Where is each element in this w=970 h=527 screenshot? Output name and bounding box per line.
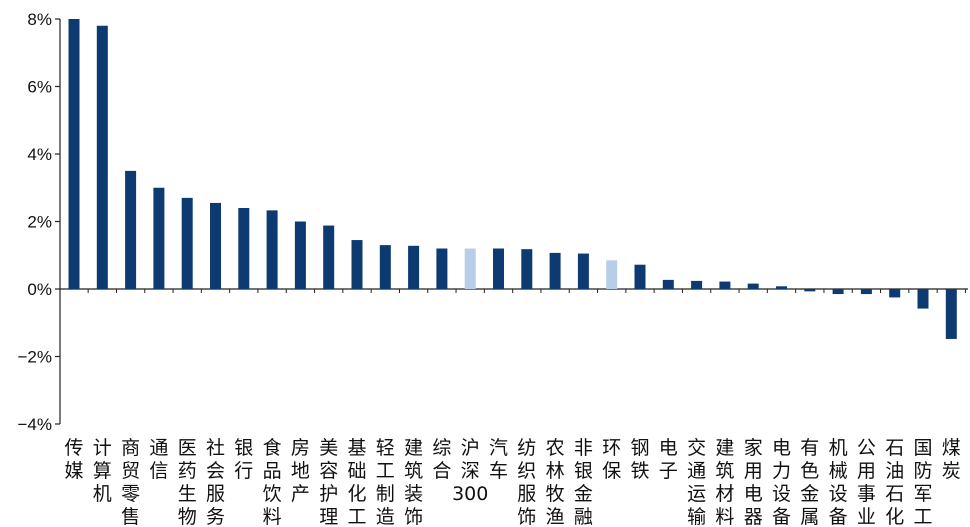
category-label: 社会服务 (206, 437, 225, 527)
bar (238, 208, 250, 289)
bar (153, 187, 165, 289)
category-label: 有色金属 (800, 437, 819, 527)
category-label: 国防军工 (913, 437, 932, 527)
bar (662, 279, 674, 289)
category-label: 轻工制造 (376, 437, 395, 527)
bar (719, 281, 731, 289)
category-label: 沪深 300 (452, 437, 488, 505)
category-label: 家用电器 (744, 437, 763, 527)
y-tick-label: 6% (27, 78, 52, 97)
bar (606, 260, 618, 289)
category-label: 建筑装饰 (404, 437, 423, 527)
bar (379, 245, 391, 289)
category-label: 医药生物 (178, 437, 197, 527)
category-label: 建筑材料 (715, 437, 734, 527)
category-label: 食品饮料 (263, 437, 282, 527)
y-tick-label: 0% (27, 280, 52, 299)
y-tick-label: −4% (18, 415, 53, 434)
bar (493, 248, 504, 289)
bar (776, 286, 787, 289)
bar (181, 197, 193, 289)
bar (521, 249, 533, 289)
category-label: 汽车 (489, 437, 508, 482)
bar (323, 225, 335, 289)
bar (917, 289, 929, 309)
category-label: 石油石化 (885, 437, 904, 527)
category-label: 煤炭 (942, 437, 961, 482)
bar (577, 253, 589, 289)
category-label: 计算机 (93, 437, 112, 505)
bar (549, 252, 561, 289)
bar (691, 280, 703, 289)
category-label: 传媒 (64, 437, 83, 482)
category-label: 环保 (602, 437, 621, 482)
bar (294, 221, 306, 289)
bar (804, 289, 816, 292)
y-tick-label: −2% (18, 348, 53, 367)
bar (351, 240, 363, 289)
category-label: 电力设备 (772, 437, 791, 527)
y-tick-label: 4% (27, 145, 52, 164)
category-label: 公用事业 (857, 437, 876, 527)
bar (96, 25, 108, 289)
bar (210, 202, 221, 289)
category-label: 农林牧渔 (546, 437, 565, 527)
bar (68, 19, 80, 289)
bar (634, 264, 646, 289)
category-label: 房地产 (291, 437, 310, 505)
bar (832, 289, 844, 295)
category-label: 银行 (234, 437, 253, 482)
y-tick-label: 2% (27, 213, 52, 232)
y-tick-label: 8% (27, 10, 52, 29)
bar (408, 245, 420, 289)
bar (125, 170, 137, 289)
bar (860, 289, 872, 295)
bar (889, 289, 901, 298)
category-label: 美容护理 (319, 437, 338, 527)
category-label: 商贸零售 (121, 437, 140, 527)
bar (747, 283, 759, 289)
bar (464, 248, 476, 289)
bar (945, 289, 957, 339)
category-label: 机械设备 (829, 437, 848, 527)
category-label: 综合 (432, 437, 451, 482)
category-label: 基础化工 (347, 437, 366, 527)
category-label: 钢铁 (630, 437, 649, 482)
category-label: 非银金融 (574, 437, 593, 527)
category-label: 通信 (149, 437, 168, 482)
category-label: 电子 (659, 437, 678, 482)
category-label: 纺织服饰 (517, 437, 536, 527)
category-label: 交通运输 (687, 437, 706, 527)
bar (266, 210, 278, 289)
bar (436, 248, 448, 289)
